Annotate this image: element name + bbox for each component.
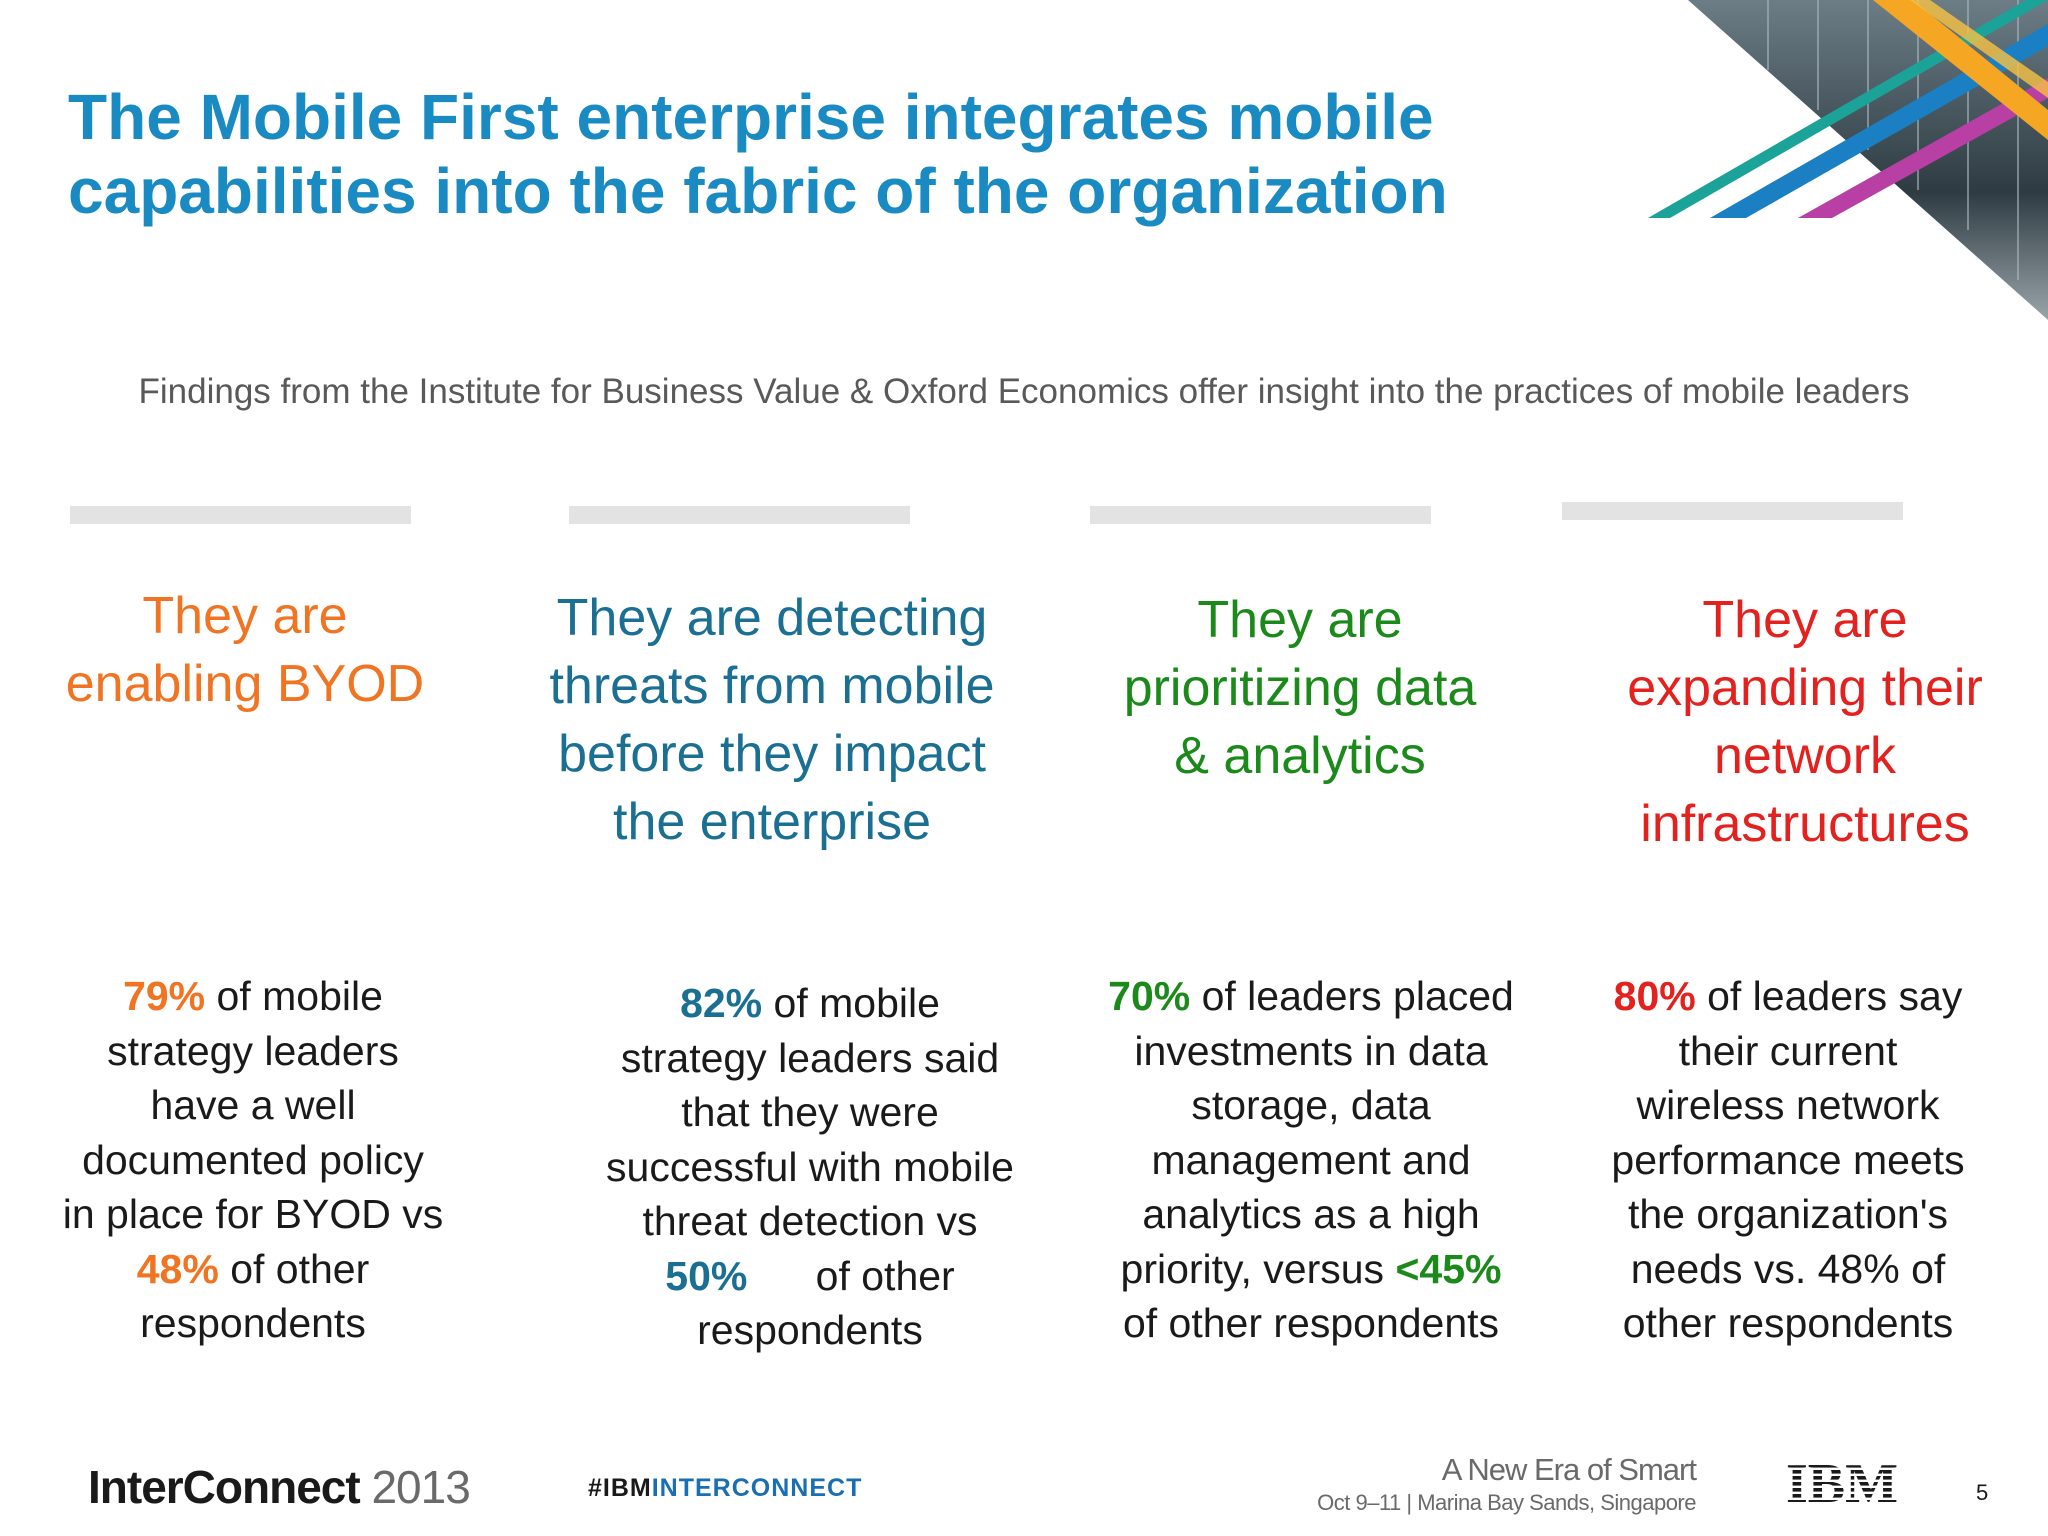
ibm-logo: IBM	[1786, 1458, 1898, 1508]
interconnect-logo-text: InterConnect	[88, 1461, 361, 1513]
column-4-body-line: wireless network	[1636, 1082, 1940, 1128]
column-2-heading-line: the enterprise	[613, 793, 931, 851]
column-1-heading-line: They are	[142, 587, 348, 645]
column-1-body-line: strategy leaders	[107, 1027, 399, 1074]
column-3-body-line: of other respondents	[1122, 1300, 1500, 1346]
column-3-heading: They are prioritizing data & analytics	[1068, 586, 1532, 790]
column-3-heading-line: prioritizing data	[1123, 659, 1477, 717]
column-1-body: 79% of mobile strategy leaders have a we…	[0, 969, 506, 1351]
column-2-body-line: threat detection vs	[642, 1198, 978, 1244]
column-2-heading-line: before they impact	[558, 725, 986, 783]
column-2-heading: They are detecting threats from mobile b…	[512, 584, 1032, 856]
interconnect-logo: InterConnect 2013	[88, 1460, 471, 1514]
column-4-heading-line: They are	[1702, 591, 1908, 649]
column-3-bar	[1090, 506, 1431, 524]
hashtag-prefix: #IBM	[588, 1474, 652, 1502]
column-1-body-line: documented policy	[82, 1136, 424, 1183]
column-2-body-line: respondents	[697, 1307, 923, 1353]
column-4-body-line: the organization's	[1627, 1191, 1949, 1237]
column-2-body-line: 82% of mobile	[680, 980, 940, 1026]
column-4-heading: They are expanding their network infrast…	[1580, 586, 2030, 858]
event-tagline: A New Era of Smart Oct 9–11 | Marina Bay…	[1317, 1452, 1697, 1518]
event-details: Oct 9–11 | Marina Bay Sands, Singapore	[1317, 1490, 1696, 1515]
slide-title: The Mobile First enterprise integrates m…	[68, 80, 1628, 228]
slide-title-line-1: The Mobile First enterprise integrates m…	[68, 81, 1434, 153]
column-2-heading-line: threats from mobile	[549, 657, 995, 715]
column-3-heading-line: & analytics	[1174, 727, 1426, 785]
column-3-body-line: priority, versus <45%	[1120, 1245, 1502, 1292]
column-4-body-line: performance meets	[1611, 1136, 1965, 1183]
column-4-body-line: needs vs. 48% of	[1630, 1245, 1946, 1292]
column-3-heading-line: They are	[1197, 591, 1403, 649]
column-4-body-line: 80% of leaders say	[1613, 973, 1963, 1019]
column-2-body-line: successful with mobile	[606, 1143, 1014, 1190]
ibm-logo-text: IBM	[1786, 1458, 1898, 1508]
tagline-text: A New Era of Smart	[1441, 1452, 1697, 1487]
column-2-heading-line: They are detecting	[556, 589, 988, 647]
column-4-bar	[1562, 502, 1903, 520]
column-1-heading-line: enabling BYOD	[65, 655, 425, 713]
column-4-body-line: their current	[1678, 1027, 1898, 1074]
column-1-body-line: 48% of other	[136, 1245, 370, 1292]
column-4-heading-line: expanding their	[1627, 659, 1983, 717]
corner-decoration-graphic	[1648, 0, 2048, 320]
column-3-body: 70% of leaders placed investments in dat…	[1070, 969, 1552, 1351]
event-hashtag: #IBMINTERCONNECT	[588, 1474, 862, 1503]
column-1-heading: They are enabling BYOD	[10, 582, 480, 718]
column-4-body-line: other respondents	[1622, 1300, 1954, 1346]
page-number: 5	[1976, 1480, 1989, 1505]
column-3-body-line: storage, data	[1191, 1082, 1431, 1128]
column-3-body-line: 70% of leaders placed	[1108, 973, 1514, 1019]
column-3-body-line: investments in data	[1134, 1027, 1488, 1074]
column-3-body-line: analytics as a high	[1142, 1191, 1480, 1237]
column-4-heading-line: infrastructures	[1640, 795, 1970, 853]
interconnect-logo-year: 2013	[359, 1461, 470, 1513]
column-2-body-line: strategy leaders said	[620, 1034, 1000, 1081]
column-2-bar	[569, 506, 910, 524]
column-2-body-line: 50% of other	[665, 1252, 955, 1299]
column-1-bar	[70, 506, 411, 524]
column-1-body-line: have a well	[150, 1082, 356, 1128]
column-4-heading-line: network	[1713, 727, 1897, 785]
column-3-body-line: management and	[1151, 1136, 1471, 1183]
column-1-body-line: 79% of mobile	[123, 973, 383, 1019]
column-1-body-line: in place for BYOD vs	[62, 1191, 444, 1237]
slide-subtitle: Findings from the Institute for Business…	[138, 372, 1910, 411]
column-2-body-line: that they were	[681, 1089, 939, 1135]
hashtag-rest: INTERCONNECT	[651, 1474, 863, 1502]
column-1-body-line: respondents	[140, 1300, 366, 1346]
slide-title-line-2: capabilities into the fabric of the orga…	[68, 155, 1448, 227]
column-2-body: 82% of mobile strategy leaders said that…	[560, 976, 1060, 1358]
column-4-body: 80% of leaders say their current wireles…	[1560, 969, 2016, 1351]
